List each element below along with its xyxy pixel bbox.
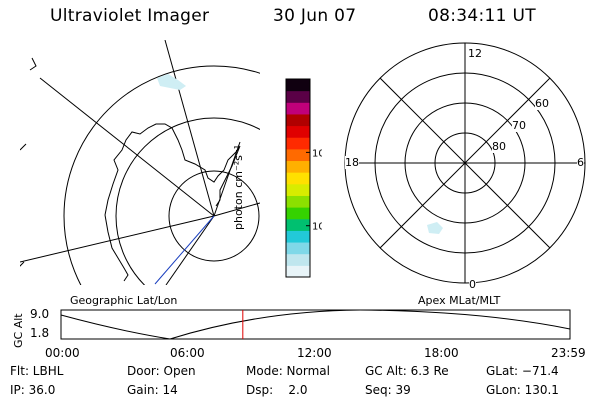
colorbar-band <box>286 253 310 266</box>
status-glon: GLon: 130.1 <box>486 383 559 397</box>
polar-projection-label: Apex MLat/MLT <box>418 294 501 307</box>
lat-circle <box>63 65 260 285</box>
altitude-ytick-top: 9.0 <box>30 307 50 321</box>
colorbar-band <box>286 265 310 278</box>
xtick-0000: 00:00 <box>45 346 80 360</box>
meridian-line <box>213 202 260 217</box>
lat-label-60: 60 <box>535 97 549 110</box>
colorbar-band <box>286 218 310 231</box>
mlt-label-6: 6 <box>577 156 584 169</box>
colorbar-band <box>286 160 310 173</box>
colorbar-band <box>286 90 310 103</box>
colorbar-band <box>286 102 310 115</box>
status-gain: Gain: 14 <box>127 383 178 397</box>
altitude-curve <box>60 309 571 340</box>
status-seq: Seq: 39 <box>365 383 411 397</box>
coastline <box>20 143 27 151</box>
colorbar-band <box>286 79 310 92</box>
meridian-line <box>165 215 215 285</box>
colorbar: 100 10 <box>285 78 322 278</box>
date-label: 30 Jun 07 <box>273 6 357 26</box>
colorbar-band <box>286 230 310 243</box>
colorbar-band <box>286 148 310 162</box>
meridian-line <box>20 215 215 263</box>
colorbar-band <box>286 183 310 196</box>
status-glat: GLat: −71.4 <box>486 364 559 378</box>
coastline <box>29 57 37 71</box>
status-dsp: Dsp: 2.0 <box>246 383 308 397</box>
mlt-label-0: 0 <box>469 278 476 291</box>
altitude-frame <box>60 309 571 340</box>
colorbar-band <box>286 113 310 127</box>
emission-patch <box>427 222 443 234</box>
status-door: Door: Open <box>127 364 196 378</box>
altitude-ytick-bottom: 1.8 <box>30 326 50 340</box>
status-ip: IP: 36.0 <box>10 383 56 397</box>
colorbar-band <box>286 172 310 185</box>
lat-label-70: 70 <box>512 119 526 132</box>
status-mode: Mode: Normal <box>246 364 330 378</box>
colorbar-band <box>286 242 310 255</box>
lat-label-80: 80 <box>492 140 506 153</box>
status-gc-alt: GC Alt: 6.3 Re <box>365 364 449 378</box>
lat-circle <box>168 170 260 262</box>
colorbar-band <box>286 125 310 138</box>
coastline <box>104 214 129 282</box>
meridian-line <box>164 40 215 217</box>
xtick-2359: 23:59 <box>551 346 586 360</box>
altitude-ylabel: GC Alt <box>12 313 25 348</box>
mlt-label-12: 12 <box>468 47 482 60</box>
time-label: 08:34:11 UT <box>428 6 536 26</box>
colorbar-band <box>286 137 310 150</box>
map-projection-label: Geographic Lat/Lon <box>70 294 178 307</box>
emission-patch <box>157 74 186 90</box>
meridian-line <box>213 141 241 217</box>
colorbar-frame <box>285 78 311 278</box>
xtick-1200: 12:00 <box>297 346 332 360</box>
colorbar-band <box>286 195 310 208</box>
colorbar-tick-label: 10 <box>312 222 322 233</box>
mlt-label-18: 18 <box>345 156 359 169</box>
xtick-0600: 06:00 <box>170 346 205 360</box>
colorbar-tick-label: 100 <box>312 148 322 159</box>
meridian-line <box>39 77 215 217</box>
colorbar-gradient <box>286 79 310 278</box>
colorbar-band <box>286 207 310 220</box>
coastline <box>104 123 241 216</box>
altitude-plot <box>60 309 571 340</box>
coastline <box>20 261 25 267</box>
orbit-track <box>154 215 215 285</box>
xtick-1800: 18:00 <box>424 346 459 360</box>
mlt-diagonal <box>379 77 551 249</box>
instrument-title: Ultraviolet Imager <box>50 6 210 26</box>
lat-circle <box>115 117 260 285</box>
polar-plot <box>344 42 586 284</box>
status-filter: Flt: LBHL <box>10 364 64 378</box>
colorbar-unit: photon cm⁻²s⁻¹ <box>232 144 245 230</box>
